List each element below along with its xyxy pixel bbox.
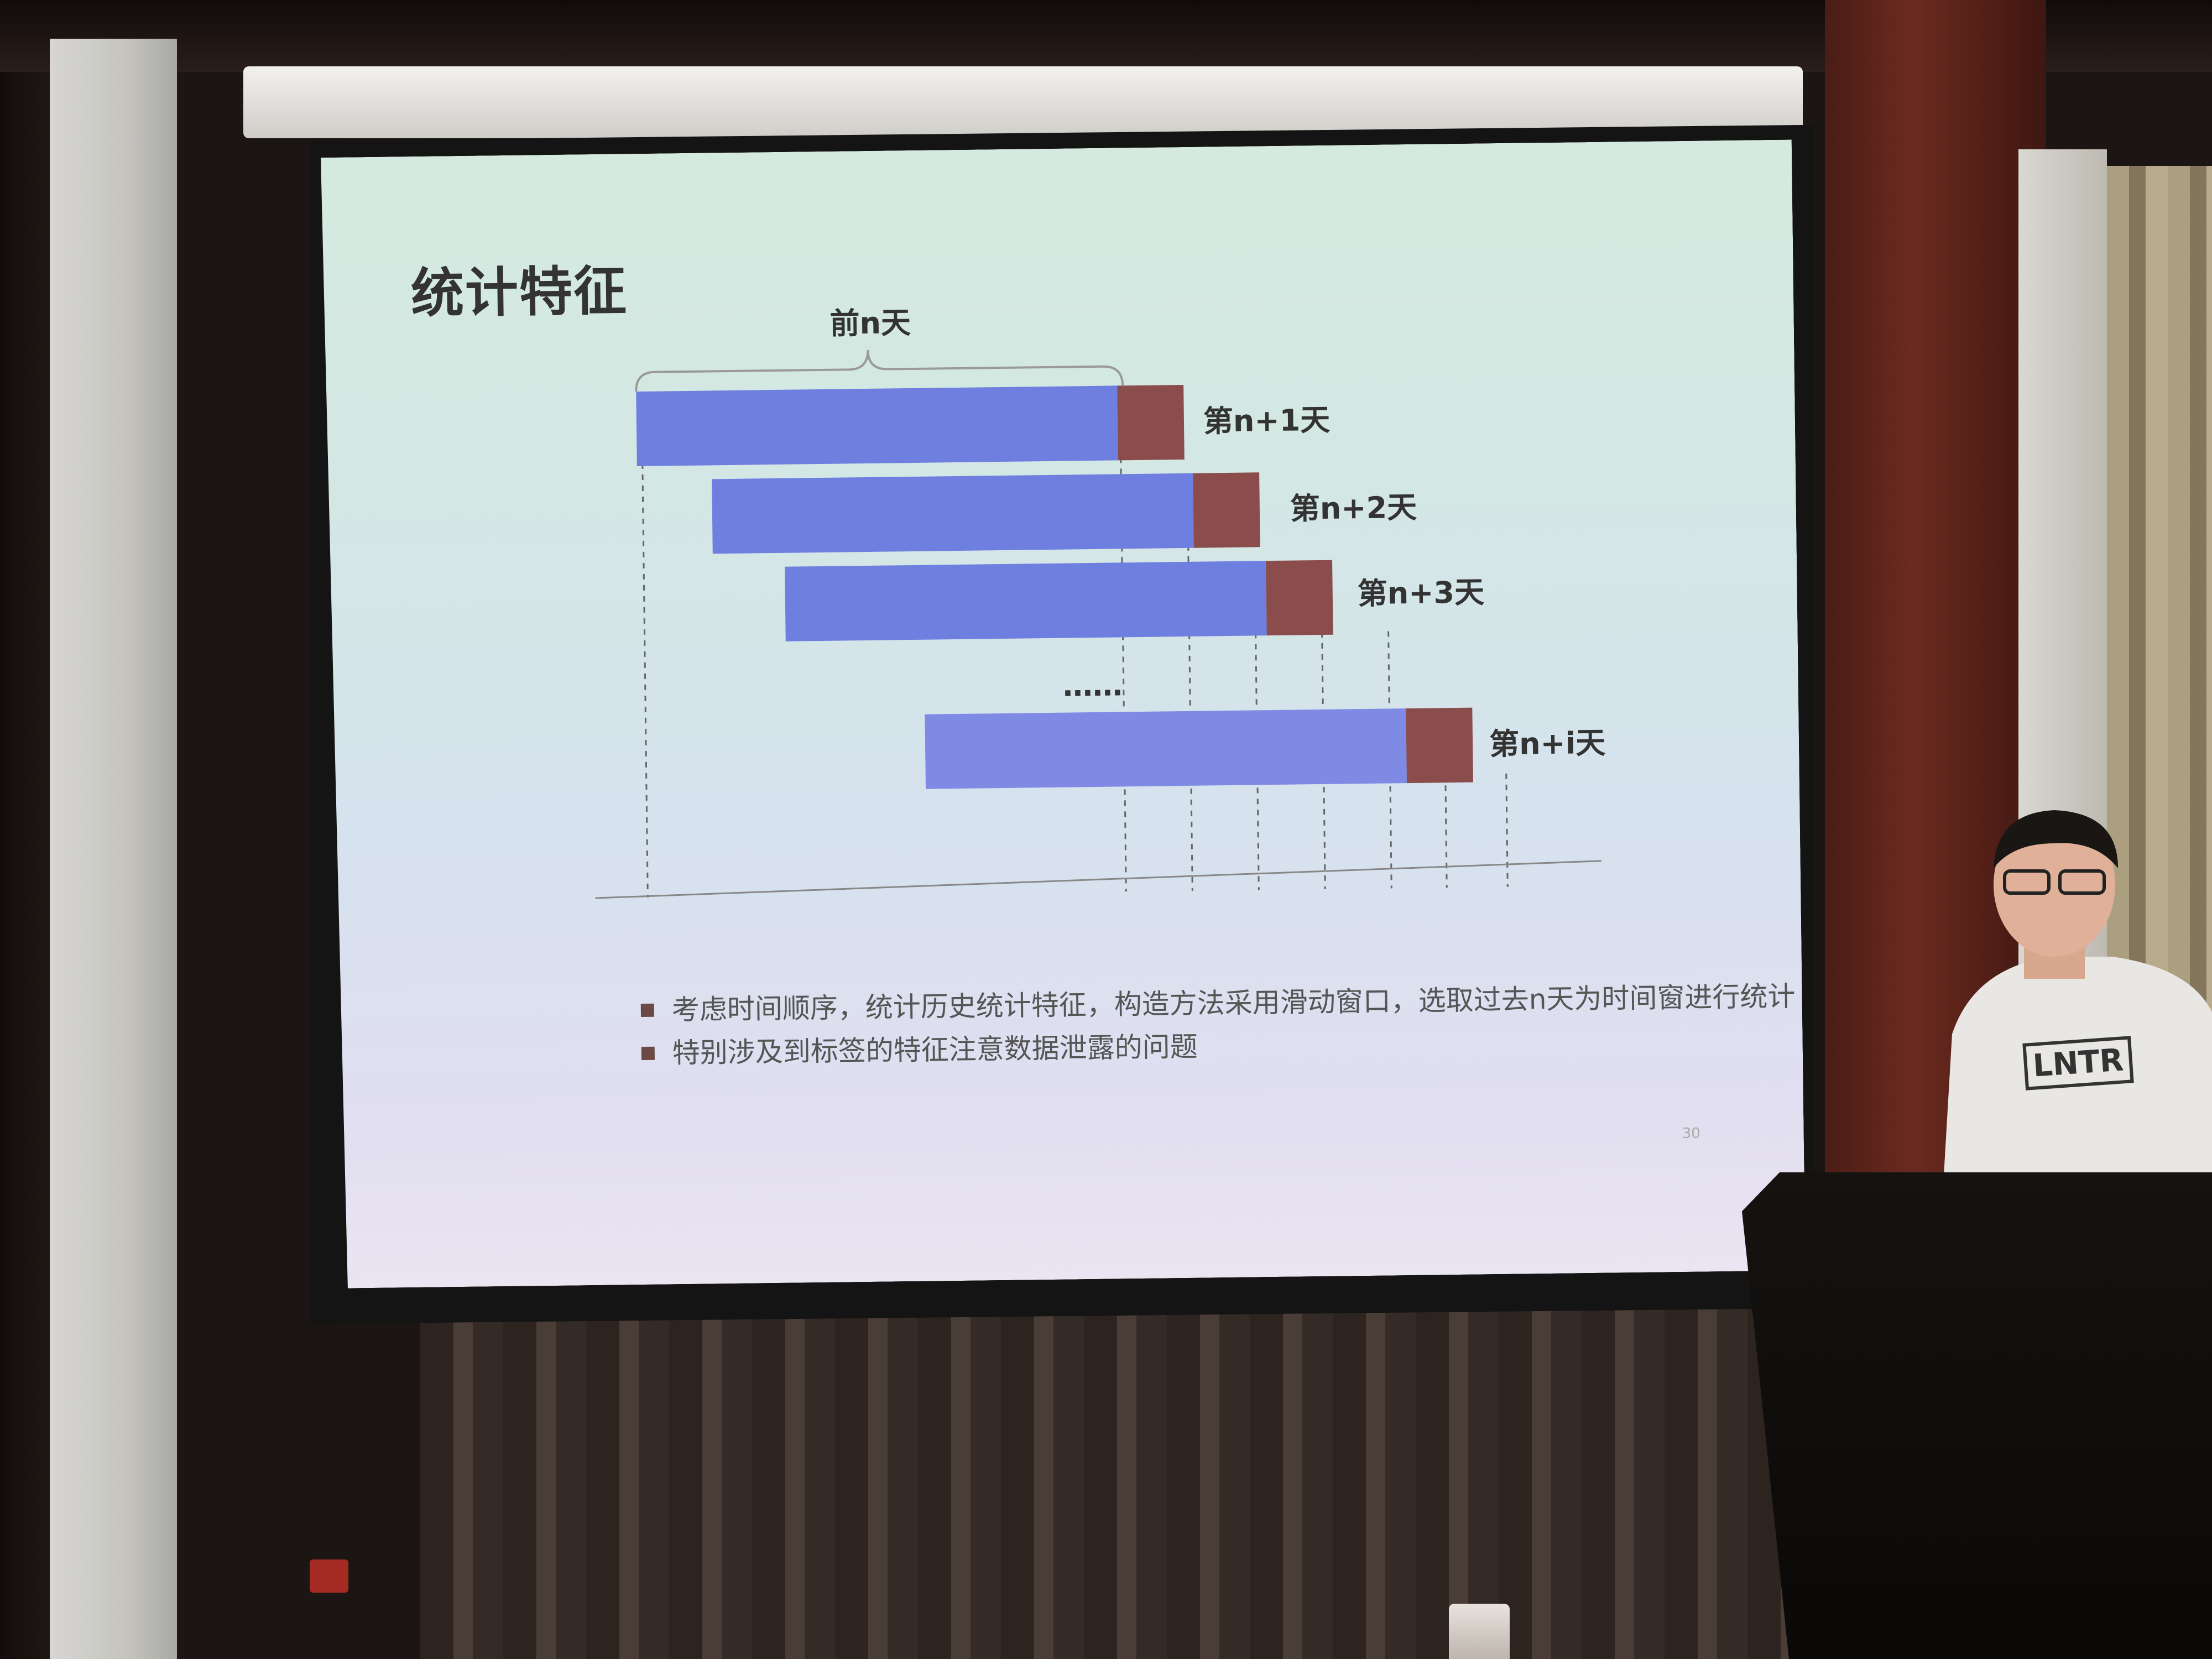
bullet-text: 特别涉及到标签的特征注意数据泄露的问题 (672, 1025, 1198, 1075)
page-number: 30 (1682, 1125, 1700, 1142)
podium (1742, 1172, 2212, 1659)
bar-label-3: 第n+3天 (1357, 575, 1484, 611)
bar-label-2: 第n+2天 (1290, 490, 1417, 526)
sliding-window-diagram: 前n天 第n+1天 第n+2天 第n+3天 (321, 140, 1802, 987)
projected-slide: 统计特征 前n天 第n+1天 第n+2天 (321, 140, 1806, 1288)
window-bar (712, 473, 1194, 554)
window-bar (925, 708, 1407, 789)
water-bottle (1449, 1604, 1510, 1659)
window-brace (635, 347, 1123, 392)
bar-label-i: 第n+i天 (1489, 726, 1606, 762)
window-bar (636, 385, 1118, 466)
window-row-1: 第n+1天 (636, 383, 1331, 466)
target-day-block (1266, 560, 1333, 635)
window-row-i: 第n+i天 (925, 706, 1606, 789)
target-day-block (1117, 385, 1185, 460)
bar-label-1: 第n+1天 (1203, 403, 1331, 439)
bullet-square-icon (641, 1004, 654, 1017)
left-pillar (50, 39, 177, 1659)
window-row-2: 第n+2天 (712, 471, 1417, 554)
brace-label: 前n天 (830, 305, 911, 341)
stage-curtain (420, 1288, 1858, 1659)
window-bar (785, 561, 1267, 641)
time-axis (595, 861, 1601, 898)
ellipsis: …… (1062, 667, 1123, 703)
red-object (310, 1559, 348, 1593)
target-day-block (1406, 708, 1473, 783)
shirt-print: LNTR (2022, 1036, 2133, 1090)
bullet-list: 考虑时间顺序，统计历史统计特征，构造方法采用滑动窗口，选取过去n天为时间窗进行统… (640, 975, 1796, 1075)
target-day-block (1193, 472, 1260, 547)
window-row-3: 第n+3天 (785, 558, 1485, 641)
bullet-square-icon (641, 1047, 655, 1060)
